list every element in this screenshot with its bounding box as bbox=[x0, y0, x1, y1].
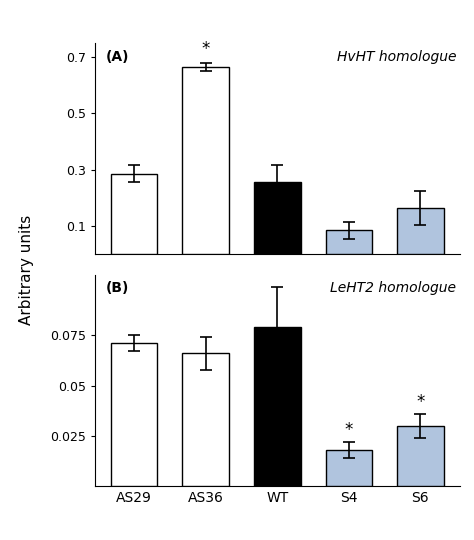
Bar bbox=[182, 354, 229, 486]
Text: *: * bbox=[345, 421, 353, 438]
Text: (B): (B) bbox=[106, 281, 129, 295]
Text: *: * bbox=[416, 393, 425, 410]
Text: LeHT2 homologue: LeHT2 homologue bbox=[330, 281, 456, 295]
Bar bbox=[326, 230, 372, 254]
Bar bbox=[326, 450, 372, 486]
Text: (A): (A) bbox=[106, 50, 129, 64]
Bar bbox=[397, 426, 444, 486]
Bar bbox=[397, 208, 444, 254]
Bar bbox=[111, 174, 157, 254]
Bar bbox=[182, 67, 229, 254]
Text: Arbitrary units: Arbitrary units bbox=[18, 215, 34, 325]
Bar bbox=[254, 327, 301, 486]
Text: *: * bbox=[201, 39, 210, 58]
Bar bbox=[111, 343, 157, 486]
Text: HvHT homologue: HvHT homologue bbox=[337, 50, 456, 64]
Bar bbox=[254, 183, 301, 254]
